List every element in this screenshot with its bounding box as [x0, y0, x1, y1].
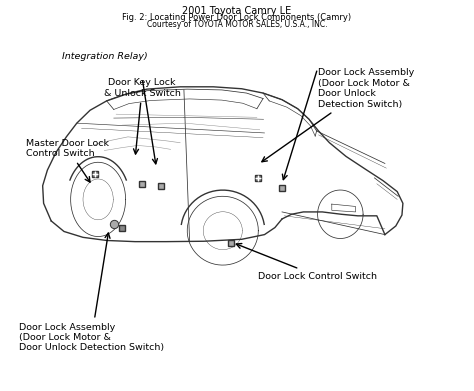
Text: Courtesy of TOYOTA MOTOR SALES, U.S.A., INC.: Courtesy of TOYOTA MOTOR SALES, U.S.A., …	[147, 20, 327, 29]
Text: Door Key Lock
& Unlock Switch: Door Key Lock & Unlock Switch	[104, 78, 181, 154]
Text: Integration Relay): Integration Relay)	[62, 52, 147, 61]
Text: Master Door Lock
Control Switch: Master Door Lock Control Switch	[26, 139, 109, 182]
Text: Door Lock Control Switch: Door Lock Control Switch	[236, 244, 377, 281]
Text: Door Lock Assembly
(Door Lock Motor &
Door Unlock
Detection Switch): Door Lock Assembly (Door Lock Motor & Do…	[262, 68, 414, 162]
Text: Door Lock Assembly
(Door Lock Motor &
Door Unlock Detection Switch): Door Lock Assembly (Door Lock Motor & Do…	[19, 233, 164, 352]
Text: 2001 Toyota Camry LE: 2001 Toyota Camry LE	[182, 6, 292, 16]
Text: Fig. 2: Locating Power Door Lock Components (Camry): Fig. 2: Locating Power Door Lock Compone…	[122, 13, 352, 22]
